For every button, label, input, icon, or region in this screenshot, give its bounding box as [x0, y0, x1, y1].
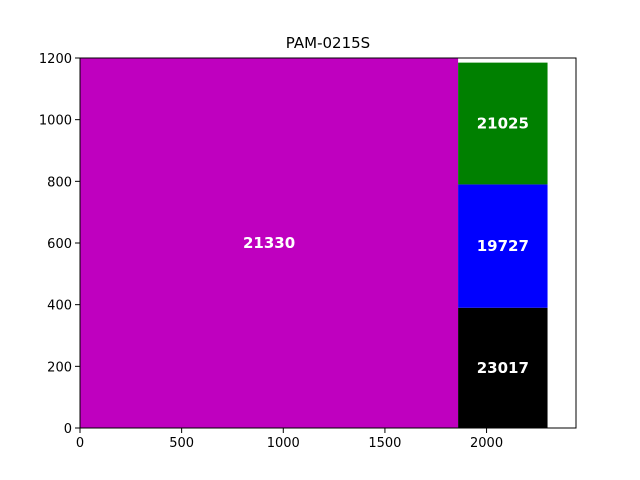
x-tick-label: 0 — [76, 436, 84, 451]
x-tick-label: 1000 — [267, 436, 300, 451]
axes-layer: 0 500 1000 1500 2000 0 200 400 600 800 1000 1200 — [39, 52, 577, 451]
x-tick-label: 2000 — [470, 436, 503, 451]
y-tick-label: 600 — [47, 237, 72, 252]
y-tick-label: 800 — [47, 175, 72, 190]
chart-title: PAM-0215S — [286, 34, 370, 52]
x-tick-label: 500 — [169, 436, 194, 451]
treemap-rect-21330 — [80, 58, 459, 428]
treemap-rect-21025 — [458, 62, 548, 185]
treemap-rect-label: 19727 — [477, 237, 529, 255]
treemap-rect-label: 23017 — [477, 359, 529, 377]
treemap-rect-label: 21025 — [477, 115, 529, 133]
y-tick-label: 200 — [47, 360, 72, 375]
treemap-rect-19727 — [458, 184, 548, 308]
treemap-rect-label: 21330 — [243, 234, 295, 252]
y-tick-label: 0 — [64, 422, 72, 437]
y-tick-label: 1200 — [39, 52, 72, 67]
rects-layer: 21330 23017 19727 21025 — [80, 58, 548, 428]
y-tick-label: 400 — [47, 299, 72, 314]
x-tick-label: 1500 — [368, 436, 401, 451]
treemap-rect-23017 — [458, 307, 548, 428]
y-tick-label: 1000 — [39, 114, 72, 129]
